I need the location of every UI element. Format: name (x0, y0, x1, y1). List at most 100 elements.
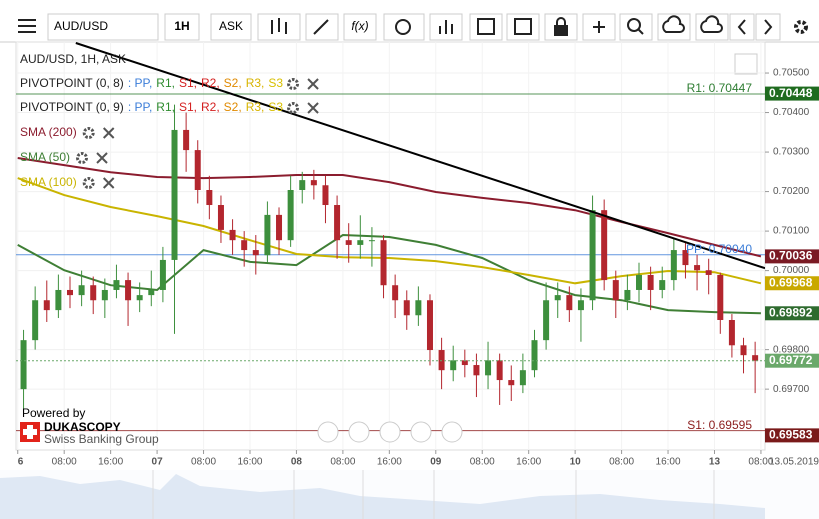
x-tick-label: 10 (570, 457, 582, 468)
candle-body (159, 259, 166, 290)
x-tick-label: 16:00 (516, 457, 541, 468)
price-label: 0.69772 (769, 353, 813, 367)
indicator-level: S2, (224, 100, 242, 114)
x-tick-label: 16:00 (98, 457, 123, 468)
candle-body (264, 214, 271, 256)
settings-icon[interactable] (287, 78, 300, 90)
candle-body (601, 210, 608, 281)
candle-body (473, 365, 480, 376)
candle-body (438, 350, 445, 371)
indicator-level: S1, (179, 100, 197, 114)
candle-body (519, 370, 526, 386)
price-label: 0.69968 (769, 275, 813, 289)
indicator-level: S2, (224, 76, 242, 90)
candle-body (752, 355, 759, 361)
legend-entry: SMA (50) (20, 150, 70, 164)
menu-button[interactable] (18, 19, 36, 33)
candle-body (113, 280, 120, 290)
y-tick-label: 0.70100 (773, 226, 810, 237)
brand-name: DUKASCOPY (44, 420, 121, 434)
candle-body (78, 285, 85, 296)
candle-body (624, 289, 631, 301)
candle-body (194, 150, 201, 190)
x-tick-label: 09 (430, 457, 442, 468)
x-tick-label: 08 (291, 457, 303, 468)
legend-title: AUD/USD, 1H, ASK (20, 52, 126, 66)
candle-body (241, 240, 248, 251)
settings-icon[interactable] (76, 152, 89, 164)
remove-icon[interactable] (307, 78, 319, 90)
candle-body (577, 300, 584, 311)
remove-icon[interactable] (96, 152, 108, 164)
price-label-box (765, 306, 819, 321)
candle-body (148, 289, 155, 296)
candle-body (403, 300, 410, 316)
candle-body (496, 360, 503, 381)
side-box[interactable] (210, 13, 252, 41)
symbol[interactable]: AUD/USD (54, 19, 108, 33)
timeframe[interactable]: 1H (174, 19, 189, 33)
pivot-label: PP: 0.70040 (686, 242, 752, 256)
price-label: 0.70448 (769, 86, 813, 100)
x-tick-label: 07 (152, 457, 164, 468)
candle-body (426, 300, 433, 351)
candle-body (694, 265, 701, 271)
timeframe-box[interactable] (164, 13, 200, 41)
symbol-box[interactable] (47, 13, 159, 41)
candle-body (20, 340, 27, 390)
price-label-box (765, 86, 819, 101)
zoom-buttons[interactable] (317, 421, 463, 443)
candle-body (740, 345, 747, 356)
sma-line (17, 177, 762, 285)
candle-body (636, 274, 643, 290)
settings-icon[interactable] (82, 127, 95, 139)
x-tick-label: 08:00 (748, 457, 773, 468)
indicator-level: : PP, (128, 76, 152, 90)
legend-entry: SMA (100) (20, 175, 77, 189)
remove-icon[interactable] (307, 102, 319, 114)
x-tick-label: 6 (18, 457, 24, 468)
indicator-level: R3, (246, 76, 265, 90)
candle-body (670, 250, 677, 281)
price-label: 0.69583 (769, 428, 813, 442)
x-tick-label: 08:00 (191, 457, 216, 468)
x-tick-label: 08:00 (52, 457, 77, 468)
navigator (0, 470, 819, 519)
fx-button[interactable]: f(x) (351, 19, 368, 33)
candle-body (101, 289, 108, 301)
indicator-level: S3 (268, 100, 283, 114)
candle-body (566, 295, 573, 311)
candle-body (531, 340, 538, 371)
candle-body (659, 280, 666, 290)
remove-icon[interactable] (102, 177, 115, 189)
candle-body (705, 270, 712, 275)
remove-icon[interactable] (102, 127, 115, 139)
settings-icon[interactable] (287, 102, 300, 114)
indicator-level: R1, (156, 76, 175, 90)
candle-body (276, 214, 283, 241)
candle-body (508, 380, 515, 386)
candle-body (485, 360, 492, 376)
tool-icons (271, 15, 808, 36)
candle-body (55, 289, 62, 311)
candle-body (136, 295, 143, 301)
indicator-name: PIVOTPOINT (0, 9) (20, 100, 124, 114)
plot-area (15, 41, 766, 451)
candle-body (554, 295, 561, 301)
side[interactable]: ASK (219, 19, 243, 33)
x-tick-label: 13 (709, 457, 721, 468)
indicator-level: R2, (201, 100, 220, 114)
candle-body (252, 250, 259, 256)
candle-body (543, 300, 550, 341)
price-label-box (765, 353, 819, 368)
settings-icon[interactable] (82, 177, 95, 189)
candle-body (357, 240, 364, 245)
candle-body (380, 240, 387, 286)
candle-body (392, 285, 399, 301)
brand-tagline: Swiss Banking Group (44, 432, 159, 446)
popout-button[interactable] (734, 53, 758, 75)
x-tick-label: 16:00 (377, 457, 402, 468)
candle-body (229, 229, 236, 241)
candle-body (171, 129, 178, 260)
